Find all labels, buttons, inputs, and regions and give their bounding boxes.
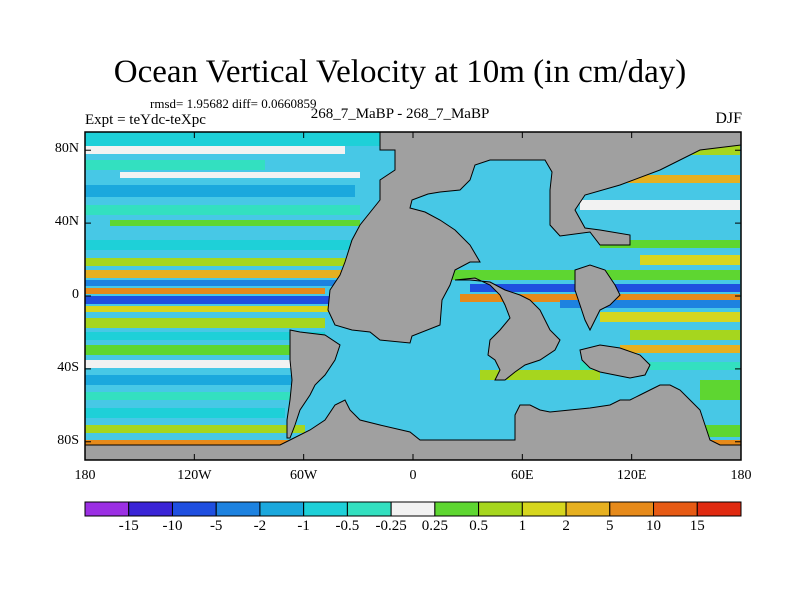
axis-ticks — [84, 132, 742, 460]
lon-label: 180 — [730, 468, 752, 483]
lon-label: 60E — [511, 468, 534, 483]
land-south-asia — [574, 264, 621, 332]
colorbar-label: 0.25 — [421, 518, 448, 534]
colorbar-swatch — [215, 501, 261, 517]
lat-label: 0 — [72, 287, 79, 302]
lat-label: 40S — [57, 359, 79, 375]
colorbar-label: 0.5 — [469, 518, 488, 534]
land-north-america — [327, 132, 741, 344]
colorbar-label: -5 — [209, 518, 223, 534]
colorbar-swatch — [521, 501, 567, 517]
colorbar-label: 1 — [518, 518, 527, 534]
colorbar-label: -0.5 — [335, 518, 360, 534]
lon-label: 120E — [616, 468, 647, 483]
colorbar-swatch — [84, 501, 130, 517]
map-title: Ocean Vertical Velocity at 10m (in cm/da… — [113, 54, 687, 90]
colorbar-swatch — [259, 501, 305, 517]
land-south-america — [286, 329, 341, 439]
experiment-label: Expt = teYdc-teXpc — [85, 112, 206, 128]
colorbar-swatch — [346, 501, 392, 517]
season-label: DJF — [715, 110, 742, 127]
colorbar-swatch — [303, 501, 348, 517]
land-australia — [579, 344, 651, 379]
colorbar-swatch — [565, 501, 611, 517]
lon-label: 0 — [409, 468, 417, 483]
colorbar-swatch — [653, 501, 698, 517]
colorbar-label: -0.25 — [375, 518, 407, 534]
land-africa — [454, 277, 561, 381]
colorbar-swatch — [696, 501, 742, 517]
land-masses — [85, 132, 741, 460]
colorbar-swatch — [128, 501, 173, 517]
land-antarctica — [85, 384, 741, 460]
stats-text: rmsd= 1.95682 diff= 0.0660859 — [150, 96, 317, 111]
runs-label: 268_7_MaBP - 268_7_MaBP — [310, 106, 490, 122]
lat-label: 80S — [57, 432, 79, 448]
lat-label: 40N — [54, 214, 79, 230]
colorbar-label: 15 — [689, 518, 705, 534]
colorbar-swatch — [478, 501, 523, 517]
colorbar-swatch — [609, 501, 655, 517]
colorbar-label: -1 — [297, 518, 310, 534]
colorbar-label: -10 — [162, 518, 183, 534]
colorbar-swatch — [390, 501, 436, 517]
colorbar-label: -2 — [253, 518, 267, 534]
lon-label: 60W — [290, 468, 318, 483]
colorbar-label: 2 — [562, 518, 570, 534]
lon-label: 120W — [177, 468, 212, 483]
colorbar-label: 10 — [646, 518, 662, 534]
colorbar — [84, 501, 742, 517]
colorbar-swatch — [434, 501, 480, 517]
lat-label: 80N — [54, 141, 79, 157]
colorbar-label: 5 — [606, 518, 614, 534]
colorbar-swatch — [171, 501, 217, 517]
colorbar-label: -15 — [118, 518, 139, 534]
lon-label: 180 — [74, 468, 96, 483]
